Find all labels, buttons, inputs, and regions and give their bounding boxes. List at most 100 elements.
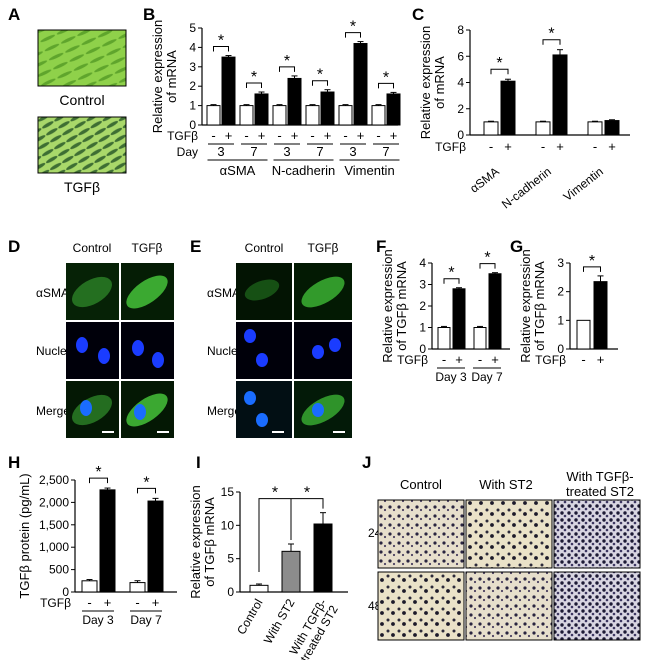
b-minus-bar [371,105,386,126]
b-treatment-plus: + [390,128,398,143]
panel-label-j: J [362,453,371,472]
panel-d-row-asma: αSMA [36,286,69,300]
b-ytick-label: 2 [189,79,196,93]
b-ytick-label: 3 [189,60,196,74]
d-nuclei-control [66,322,119,379]
panel-label-g: G [510,237,523,256]
e-asma-tgfb-cell [301,276,345,308]
b-ylabel: Relative expressionof mRNA [150,20,179,133]
e-nucleus-4 [329,338,341,352]
chart-i: 0 5 10 15 Relative expressionof TGFβ mRNA Con… [188,485,348,664]
g-plus-bar [593,281,608,350]
c-group-label: N-cadherin [499,164,554,211]
b-ytick-label: 0 [189,118,196,132]
b-sig-bracket [378,82,394,89]
c-treatment-plus: + [556,139,564,154]
f-minus-bar [437,327,451,350]
b-plus-bar [353,43,368,126]
d-nucleus-2 [98,348,110,364]
i-sig-star: * [304,485,310,502]
f-plus-bar [488,273,502,350]
b-treatment-label: TGFβ [167,129,198,143]
b-sig-bracket [213,46,229,52]
c-sig-star: * [496,55,502,72]
j-24h-treated [553,499,641,569]
b-plus-bar [221,56,236,126]
b-group-label: Vimentin [344,163,394,178]
c-plus-bar [552,54,568,136]
panel-d-grid: Control TGFβ αSMA Nuclei Merge [36,241,174,438]
e-asma-control-cell [244,279,280,301]
i-ytick-label: 15 [221,485,235,499]
c-sig-bracket [490,68,509,75]
b-treatment-minus: - [310,128,314,143]
e-nuclei-control [236,322,292,379]
i-ytick-label: 0 [227,585,234,599]
g-ytick-label: 1 [557,313,564,327]
j-24h-st2 [465,499,553,569]
e-merge-nucleus-1 [244,391,256,405]
f-treatment-label: TGFβ [397,353,428,367]
f-ytick-label: 4 [419,256,426,270]
f-ytick-label: 1 [419,321,426,335]
h-sig-star: * [95,464,101,481]
e-scale-bar-2 [333,431,345,433]
f-ylabel: Relative expressionof TGFβ mRNA [380,249,409,362]
panel-label-i: I [196,453,201,472]
e-merge-control [236,381,292,438]
d-merge-nucleus-1 [80,400,92,416]
b-sig-star: * [284,53,290,70]
d-asma-tgfb-cell [126,275,168,309]
panel-label-d: D [8,237,20,256]
b-group-label: N-cadherin [272,163,336,178]
chart-f: 0 1 2 3 4 Relative expressionof TGFβ mRNA * Day… [380,249,510,384]
b-sig-star: * [350,19,356,36]
panel-j-grid: Control With ST2 With TGFβ-treated ST2 2… [368,469,641,641]
f-treatment-plus: + [455,352,463,367]
d-nucleus-3 [132,340,144,356]
tgfb-cell-image [37,116,127,174]
j-24h-control [377,499,465,569]
g-ylabel: Relative expressionof TGFβ mRNA [518,249,547,362]
b-treatment-plus: + [357,128,365,143]
panel-e-col-tgfb: TGFβ [308,241,339,255]
h-ytick-label: 500 [49,563,69,577]
b-treatment-plus: + [291,128,299,143]
b-treatment-plus: + [324,128,332,143]
h-sig-star: * [143,474,149,491]
c-ylabel: Relative expressionof mRNA [418,26,447,139]
i-ytick-label: 5 [227,552,234,566]
f-minus-bar [473,327,487,350]
panel-label-a: A [8,5,20,24]
b-minus-bar [338,105,353,126]
panel-e-row-nuclei: Nuclei [207,344,240,358]
control-caption: Control [59,92,104,108]
c-ytick-label: 0 [457,128,464,142]
panel-d-row-merge: Merge [36,404,70,418]
c-treatment-plus: + [504,139,512,154]
b-minus-bar [239,105,254,126]
f-ytick-label: 2 [419,299,426,313]
d-merge-nucleus-2 [134,404,146,420]
h-plus-bar [99,489,116,593]
b-sig-star: * [218,33,224,50]
c-sig-bracket [542,39,561,45]
f-ytick-label: 0 [419,342,426,356]
h-ytick-label: 2,000 [39,495,69,509]
b-plus-bar [287,77,302,126]
f-group-label: Day 3 [435,370,467,384]
b-sig-star: * [317,67,323,84]
b-plus-bar [386,93,401,126]
c-minus-bar [535,121,551,136]
i-bar [313,523,333,593]
c-treatment-plus: + [608,139,616,154]
panel-e-row-asma: αSMA [207,286,240,300]
b-ytick-label: 1 [189,99,196,113]
panel-label-h: H [8,453,20,472]
panel-d-col-control: Control [73,241,112,255]
e-nucleus-2 [256,353,268,367]
h-treatment-minus: - [135,595,139,610]
f-group-label: Day 7 [471,370,503,384]
control-cell-image [37,29,127,87]
f-sig-star: * [448,265,454,282]
